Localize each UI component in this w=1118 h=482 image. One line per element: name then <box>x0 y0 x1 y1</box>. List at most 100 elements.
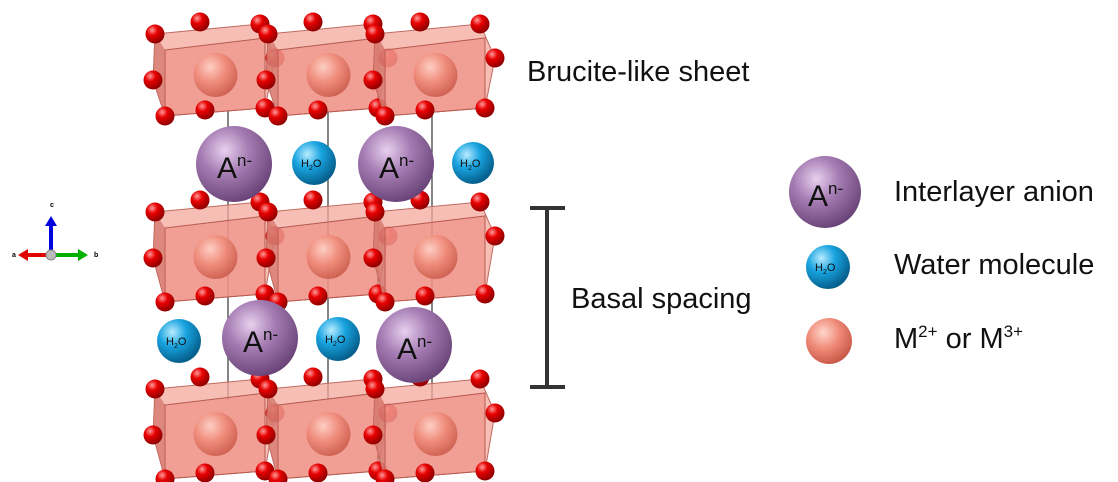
svg-text:H2O: H2O <box>460 158 481 172</box>
interlayer-anion: An- <box>376 307 452 383</box>
basal-spacing-bracket <box>530 206 565 389</box>
oxygen-atom <box>308 100 328 120</box>
legend-metal-symbol <box>806 318 852 364</box>
oxygen-atom <box>190 367 210 387</box>
oxygen-atom <box>475 284 495 304</box>
metal-cation <box>413 412 458 456</box>
metal-cation <box>413 53 458 97</box>
oxygen-atom <box>365 202 385 222</box>
oxygen-atom <box>415 463 435 482</box>
octahedron <box>372 378 496 480</box>
oxygen-atom <box>145 202 165 222</box>
axis-c-label: c <box>50 202 54 209</box>
oxygen-atom <box>195 100 215 120</box>
oxygen-atom <box>268 469 288 482</box>
oxygen-atom <box>363 70 383 90</box>
axes-indicator <box>18 216 88 261</box>
interlayer-anion: An- <box>358 126 434 202</box>
oxygen-atom <box>155 469 175 482</box>
oxygen-atom <box>143 248 163 268</box>
svg-text:An-: An- <box>217 151 252 185</box>
octahedron <box>265 201 389 303</box>
interlayer-anion: An- <box>196 126 272 202</box>
basal-spacing-label: Basal spacing <box>571 283 752 315</box>
oxygen-atom <box>485 403 505 423</box>
svg-text:H2O: H2O <box>301 158 322 172</box>
oxygen-atom <box>363 248 383 268</box>
metal-cation <box>193 53 238 97</box>
brucite-sheet <box>143 367 505 482</box>
interlayer-row-2: H2O An- H2O An- <box>157 300 452 383</box>
oxygen-atom <box>365 379 385 399</box>
oxygen-atom <box>145 24 165 44</box>
oxygen-atom <box>258 202 278 222</box>
oxygen-atom <box>308 463 328 482</box>
svg-text:An-: An- <box>379 151 414 185</box>
metal-cation <box>306 53 351 97</box>
oxygen-atom <box>475 98 495 118</box>
svg-text:H2O: H2O <box>325 334 346 348</box>
oxygen-atom <box>268 106 288 126</box>
oxygen-atom <box>143 70 163 90</box>
oxygen-atom <box>415 286 435 306</box>
interlayer-anion: An- <box>222 300 298 376</box>
oxygen-atom <box>485 226 505 246</box>
oxygen-atom <box>143 425 163 445</box>
water-molecule: H2O <box>452 142 494 184</box>
oxygen-atom <box>363 425 383 445</box>
oxygen-atom <box>190 12 210 32</box>
svg-text:H2O: H2O <box>815 262 836 276</box>
octahedron <box>372 23 496 117</box>
oxygen-atom <box>256 248 276 268</box>
legend-anion-label: Interlayer anion <box>894 176 1094 208</box>
legend-metal-label: M2+ or M3+ <box>894 322 1024 355</box>
octahedron <box>265 378 389 480</box>
oxygen-atom <box>375 292 395 312</box>
oxygen-atom <box>308 286 328 306</box>
octahedron <box>152 378 276 480</box>
legend-water-symbol: H2O <box>806 245 850 289</box>
oxygen-atom <box>375 469 395 482</box>
oxygen-atom <box>303 190 323 210</box>
oxygen-atom <box>256 70 276 90</box>
oxygen-atom <box>303 12 323 32</box>
brucite-sheet-label: Brucite-like sheet <box>527 56 750 88</box>
oxygen-atom <box>470 14 490 34</box>
metal-cation <box>193 235 238 279</box>
oxygen-atom <box>475 461 495 481</box>
octahedron <box>152 201 276 303</box>
oxygen-atom <box>155 106 175 126</box>
oxygen-atom <box>470 192 490 212</box>
oxygen-atom <box>485 48 505 68</box>
oxygen-atom <box>258 379 278 399</box>
brucite-sheet <box>143 12 505 126</box>
axis-b-label: b <box>94 252 99 259</box>
brucite-sheets <box>143 12 505 482</box>
oxygen-atom <box>375 106 395 126</box>
interlayer-row-1: An- H2O An- H2O <box>196 126 494 202</box>
water-molecule: H2O <box>316 317 360 361</box>
svg-text:An-: An- <box>243 325 278 359</box>
axis-a-label: a <box>12 252 16 259</box>
oxygen-atom <box>258 24 278 44</box>
brucite-sheet <box>143 190 505 312</box>
water-molecule: H2O <box>157 319 201 363</box>
oxygen-atom <box>195 463 215 482</box>
svg-text:An-: An- <box>397 332 432 366</box>
legend-water-label: Water molecule <box>894 249 1095 281</box>
metal-cation <box>306 235 351 279</box>
metal-cation <box>193 412 238 456</box>
water-molecule: H2O <box>292 141 336 185</box>
metal-cation <box>306 412 351 456</box>
svg-text:An-: An- <box>808 179 843 213</box>
octahedron <box>372 201 496 303</box>
svg-text:H2O: H2O <box>166 336 187 350</box>
oxygen-atom <box>190 190 210 210</box>
oxygen-atom <box>470 369 490 389</box>
oxygen-atom <box>145 379 165 399</box>
metal-cation <box>413 235 458 279</box>
oxygen-atom <box>195 286 215 306</box>
legend-anion-symbol: An- <box>789 156 861 228</box>
oxygen-atom <box>303 367 323 387</box>
